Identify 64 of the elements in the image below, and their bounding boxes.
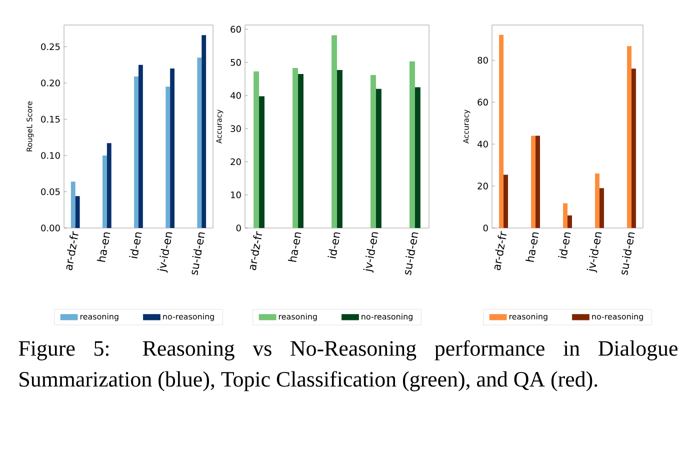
- y-tick-label: 0: [236, 224, 241, 232]
- x-tick-label: su-id-en: [622, 232, 635, 276]
- bar: [75, 196, 80, 228]
- y-tick-label: 40: [478, 140, 488, 148]
- bar: [410, 61, 415, 228]
- bar: [504, 174, 508, 228]
- bar: [332, 35, 338, 228]
- y-tick-label: 0.10: [41, 152, 60, 159]
- x-tick-label: id-en: [328, 232, 340, 258]
- y-tick-label: 10: [231, 191, 241, 198]
- x-tick-label: jv-id-en: [363, 232, 378, 273]
- bar: [202, 35, 206, 228]
- x-tick-label: ha-en: [96, 232, 110, 262]
- x-tick-label: jv-id-en: [157, 232, 172, 273]
- bar: [600, 188, 604, 228]
- y-tick-label: 40: [230, 92, 241, 99]
- bar: [166, 86, 170, 228]
- y-tick-label: 60: [230, 26, 241, 33]
- bar: [102, 156, 107, 228]
- x-tick-label: ha-en: [288, 232, 302, 262]
- y-tick-label: 0.25: [41, 43, 60, 50]
- bar: [70, 182, 76, 228]
- bar: [568, 215, 572, 228]
- bar: [337, 70, 342, 228]
- bar: [499, 34, 504, 228]
- y-tick-label: 50: [230, 59, 241, 66]
- bar: [292, 68, 298, 228]
- x-tick-label: id-en: [129, 232, 142, 258]
- y-tick-label: 20: [230, 158, 241, 166]
- x-tick-label: ar-dz-fr: [250, 231, 262, 270]
- bar: [197, 58, 202, 228]
- y-tick-label: 60: [478, 98, 488, 106]
- x-tick-label: su-id-en: [405, 232, 418, 276]
- bar: [627, 46, 632, 228]
- x-tick-label: su-id-en: [192, 232, 205, 276]
- bar: [138, 64, 143, 228]
- x-tick-label: id-en: [558, 232, 571, 258]
- bar: [170, 68, 174, 228]
- y-tick-label: 20: [478, 182, 488, 190]
- bar: [414, 87, 420, 228]
- x-tick-label: ar-dz-fr: [66, 231, 78, 270]
- bar: [134, 76, 139, 228]
- bar: [254, 71, 260, 228]
- bar: [563, 203, 568, 228]
- bar: [536, 136, 540, 228]
- y-tick-label: 30: [230, 125, 241, 132]
- bar: [631, 68, 636, 228]
- bar: [106, 143, 112, 228]
- y-tick-label: 80: [478, 56, 488, 64]
- bar: [595, 173, 600, 228]
- bar: [531, 136, 536, 228]
- bar: [259, 96, 264, 228]
- y-tick-label: 0.20: [41, 80, 60, 86]
- bar: [298, 74, 304, 228]
- bar: [370, 74, 376, 228]
- x-tick-label: ar-dz-fr: [494, 231, 506, 270]
- y-tick-label: 0: [483, 224, 488, 232]
- bar: [376, 88, 382, 228]
- x-tick-label: jv-id-en: [586, 232, 602, 273]
- y-tick-label: 0.05: [41, 188, 60, 196]
- x-tick-label: ha-en: [525, 232, 539, 262]
- y-tick-label: 0.00: [41, 224, 60, 232]
- y-tick-label: 0.15: [41, 116, 60, 123]
- caption: Figure 5: Reasoning vs No-Reasoning performance in Dialogue Summarization (blue), Topic Classification (green), and QA (red).: [18, 340, 678, 392]
